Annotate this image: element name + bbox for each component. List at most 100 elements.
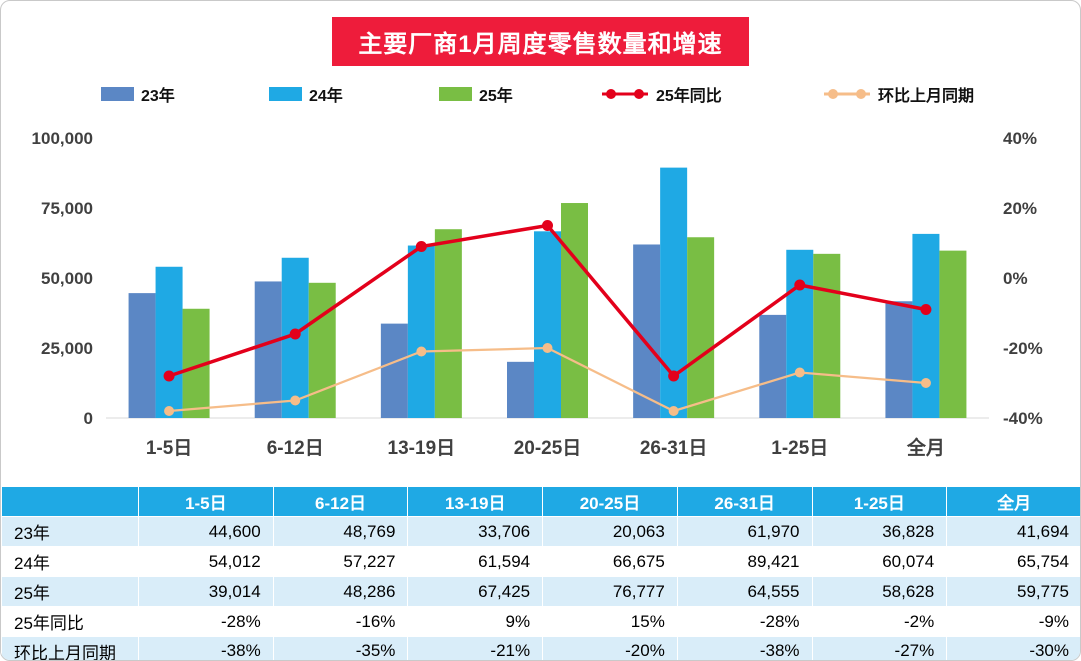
value-cell: 76,777 <box>542 576 678 607</box>
category-label: 1-5日 <box>146 438 192 459</box>
pct-axis-tick-label: 20% <box>1003 199 1037 218</box>
table-row: 25年同比 -28% -16% 9% 15% -28% -2% -9% <box>1 606 1080 637</box>
bar-swatch-icon <box>269 87 302 101</box>
value-cell: -27% <box>811 636 948 660</box>
value-cell: -16% <box>272 606 409 637</box>
table-header-cell: 全月 <box>946 486 1080 517</box>
bar-24年 <box>912 233 940 418</box>
bar-24年 <box>786 249 814 418</box>
legend-item-23: 23年 <box>101 82 175 106</box>
table-corner-cell <box>1 486 139 517</box>
value-cell: 20,063 <box>542 516 678 547</box>
pct-axis-tick-label: 0% <box>1003 269 1028 288</box>
value-cell: 36,828 <box>811 516 948 547</box>
bar-23年 <box>254 281 282 418</box>
table-header-cell: 20-25日 <box>542 486 678 517</box>
trend-point-25年同比 <box>668 370 680 382</box>
legend-item-24: 24年 <box>269 82 343 106</box>
legend-label: 23年 <box>141 88 175 105</box>
value-cell: 59,775 <box>946 576 1080 607</box>
legend-item-25: 25年 <box>439 82 513 106</box>
bar-23年 <box>380 323 408 418</box>
value-cell: -30% <box>946 636 1080 660</box>
y-axis-tick-label: 100,000 <box>32 129 93 148</box>
trend-point-25年同比 <box>415 241 427 252</box>
pct-axis-tick-label: -20% <box>1003 339 1043 358</box>
value-cell: 57,227 <box>272 546 409 577</box>
table-header-cell: 6-12日 <box>272 486 409 517</box>
trend-point-环比上月同期 <box>920 378 931 388</box>
value-cell: -38% <box>138 636 274 660</box>
legend-label: 25年同比 <box>656 88 722 105</box>
bar-25年 <box>939 250 967 418</box>
line-swatch-icon <box>824 89 870 99</box>
table-row: 24年 54,012 57,227 61,594 66,675 89,421 60,074 6… <box>1 546 1080 577</box>
row-label-cell: 环比上月同期 <box>1 636 139 660</box>
value-cell: 65,754 <box>946 546 1080 577</box>
value-cell: 64,555 <box>676 576 813 607</box>
table-row: 23年 44,600 48,769 33,706 20,063 61,970 36,828 4… <box>1 516 1080 547</box>
value-cell: 15% <box>542 606 678 637</box>
bar-swatch-icon <box>439 87 472 101</box>
data-table: 1-5日 6-12日 13-19日 20-25日 26-31日 1-25日 全月 23年 44… <box>1 486 1080 660</box>
table-row: 环比上月同期 -38% -35% -21% -20% -38% -27% -30% <box>1 636 1080 660</box>
value-cell: 44,600 <box>138 516 274 547</box>
row-label-cell: 23年 <box>1 516 139 547</box>
table-header-cell: 1-5日 <box>138 486 274 517</box>
bar-24年 <box>534 231 561 418</box>
category-label: 26-31日 <box>640 438 708 459</box>
retail-chart: 0 25,000 50,000 75,000 100,000 -40% -20% 0% 20% 4… <box>32 129 1043 459</box>
y-axis-tick-label: 75,000 <box>41 199 93 218</box>
table-header-cell: 1-25日 <box>811 486 948 517</box>
table-row: 25年 39,014 48,286 67,425 76,777 64,555 58,628 5… <box>1 576 1080 607</box>
trend-point-25年同比 <box>289 328 301 340</box>
category-label: 全月 <box>906 436 945 459</box>
value-cell: -21% <box>407 636 544 660</box>
bar-24年 <box>155 266 183 418</box>
pct-axis-tick-label: -40% <box>1003 409 1043 428</box>
line-swatch-icon <box>602 89 648 99</box>
trend-point-25年同比 <box>920 304 932 315</box>
trend-point-环比上月同期 <box>164 406 175 416</box>
category-label: 1-25日 <box>771 438 828 459</box>
legend-label: 环比上月同期 <box>878 88 975 105</box>
trend-point-环比上月同期 <box>290 395 301 406</box>
trend-point-25年同比 <box>163 370 175 382</box>
bar-23年 <box>507 361 534 418</box>
legend-label: 25年 <box>479 88 513 105</box>
y-axis-tick-label: 50,000 <box>41 269 93 288</box>
value-cell: -20% <box>542 636 678 660</box>
trend-point-25年同比 <box>794 279 806 291</box>
value-cell: -9% <box>946 606 1080 637</box>
chart-legend: 23年 24年 25年 25年同比 环比上月同期 <box>1 82 1080 108</box>
trend-point-环比上月同期 <box>668 406 679 416</box>
row-label-cell: 25年同比 <box>1 606 139 637</box>
value-cell: -28% <box>676 606 813 637</box>
table-header-cell: 13-19日 <box>407 486 544 517</box>
value-cell: 41,694 <box>946 516 1080 547</box>
table-body: 23年 44,600 48,769 33,706 20,063 61,970 36,828 4… <box>1 516 1080 660</box>
row-label-cell: 24年 <box>1 546 139 577</box>
legend-item-mom: 环比上月同期 <box>823 82 974 106</box>
bar-25年 <box>434 229 462 418</box>
value-cell: 54,012 <box>138 546 274 577</box>
value-cell: 89,421 <box>676 546 813 577</box>
value-cell: 33,706 <box>407 516 544 547</box>
value-cell: 39,014 <box>138 576 274 607</box>
value-cell: 9% <box>407 606 544 637</box>
chart-title: 主要厂商1月周度零售数量和增速 <box>332 17 749 66</box>
value-cell: 61,970 <box>676 516 813 547</box>
value-cell: 61,594 <box>407 546 544 577</box>
value-cell: 48,286 <box>272 576 409 607</box>
value-cell: 66,675 <box>542 546 678 577</box>
y-axis-tick-label: 0 <box>84 409 93 428</box>
value-cell: 67,425 <box>407 576 544 607</box>
row-label-cell: 25年 <box>1 576 139 607</box>
value-cell: -35% <box>272 636 409 660</box>
category-label: 20-25日 <box>514 438 582 459</box>
table-header-row: 1-5日 6-12日 13-19日 20-25日 26-31日 1-25日 全月 <box>1 486 1080 517</box>
bar-23年 <box>128 293 156 418</box>
value-cell: -2% <box>811 606 948 637</box>
bar-24年 <box>407 245 435 418</box>
